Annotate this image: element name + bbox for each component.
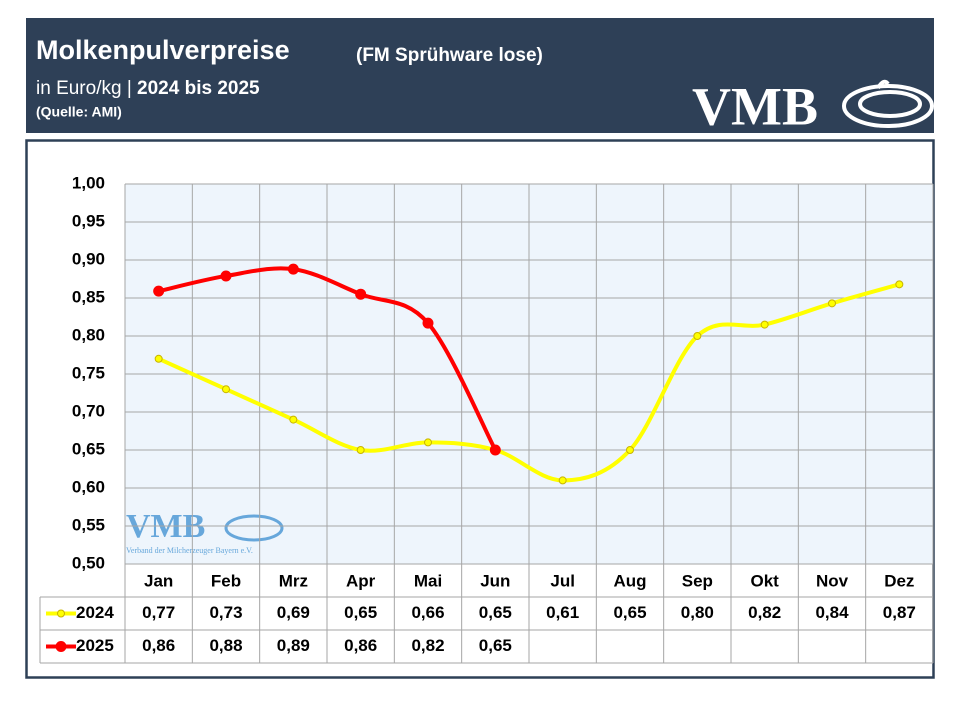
table-value: 0,69 (277, 603, 310, 622)
chart-title-suffix: (FM Sprühware lose) (356, 45, 543, 66)
table-value: 0,80 (681, 603, 714, 622)
header-logo: VMB (692, 76, 818, 136)
y-tick-label: 0,80 (72, 325, 105, 344)
y-tick-label: 0,85 (72, 287, 105, 306)
x-tick-label: Feb (211, 571, 241, 590)
subtitle-years: 2024 bis 2025 (137, 78, 260, 99)
chart-title: Molkenpulverpreise (36, 35, 290, 65)
table-value: 0,77 (142, 603, 175, 622)
data-point (828, 299, 836, 308)
data-point (424, 438, 432, 447)
table-value: 0,86 (142, 636, 175, 655)
data-point (222, 385, 230, 394)
table-value: 0,86 (344, 636, 377, 655)
table-value: 0,65 (479, 603, 512, 622)
data-point (154, 354, 163, 363)
y-tick-label: 0,75 (72, 363, 105, 382)
data-point (693, 332, 702, 340)
y-tick-label: 0,90 (72, 249, 105, 268)
data-point (153, 285, 165, 297)
table-value: 0,88 (209, 636, 242, 655)
subtitle: in Euro/kg | 2024 bis 2025 (36, 78, 260, 99)
x-tick-label: Okt (750, 571, 779, 590)
subtitle-text: in Euro/kg | (36, 78, 137, 99)
x-tick-label: Nov (816, 571, 849, 590)
y-tick-label: 0,60 (72, 477, 105, 496)
data-point (355, 288, 367, 300)
y-tick-label: 0,70 (72, 401, 105, 420)
legend-marker (57, 609, 65, 618)
y-tick-label: 0,50 (72, 553, 105, 572)
x-tick-label: Apr (346, 571, 376, 590)
data-point (422, 317, 434, 329)
header-logo-swoosh (842, 79, 934, 128)
table-value: 0,65 (479, 636, 512, 655)
legend-label: 2025 (76, 636, 114, 655)
data-point (356, 446, 365, 454)
table-value: 0,87 (883, 603, 916, 622)
data-point (489, 444, 501, 456)
table-value: 0,65 (613, 603, 646, 622)
data-point (220, 270, 232, 282)
x-tick-label: Jul (550, 571, 575, 590)
y-tick-label: 0,95 (72, 211, 105, 230)
data-point (287, 263, 299, 275)
table-value: 0,73 (209, 603, 242, 622)
table-value: 0,82 (411, 636, 444, 655)
x-tick-label: Mrz (279, 571, 308, 590)
watermark-swoosh (224, 514, 284, 542)
data-point (289, 415, 298, 424)
x-tick-label: Jan (144, 571, 173, 590)
x-tick-label: Dez (884, 571, 914, 590)
table-value: 0,61 (546, 603, 579, 622)
x-tick-label: Mai (414, 571, 442, 590)
y-tick-label: 0,65 (72, 439, 105, 458)
data-point (626, 446, 634, 454)
data-point (760, 320, 769, 329)
x-tick-label: Sep (682, 571, 713, 590)
table-value: 0,82 (748, 603, 781, 622)
data-point (558, 476, 567, 485)
table-value: 0,65 (344, 603, 377, 622)
table-value: 0,84 (815, 603, 849, 622)
y-tick-label: 1,00 (72, 173, 105, 192)
legend-marker (55, 641, 67, 652)
watermark-caption: Verband der Milcherzeuger Bayern e.V. (126, 546, 253, 555)
x-tick-label: Aug (613, 571, 646, 590)
x-tick-label: Jun (480, 571, 510, 590)
y-tick-label: 0,55 (72, 515, 105, 534)
legend-label: 2024 (76, 603, 114, 622)
table-value: 0,89 (277, 636, 310, 655)
data-point (895, 280, 904, 289)
header-band (26, 18, 934, 133)
source: (Quelle: AMI) (36, 104, 122, 120)
table-value: 0,66 (411, 603, 444, 622)
